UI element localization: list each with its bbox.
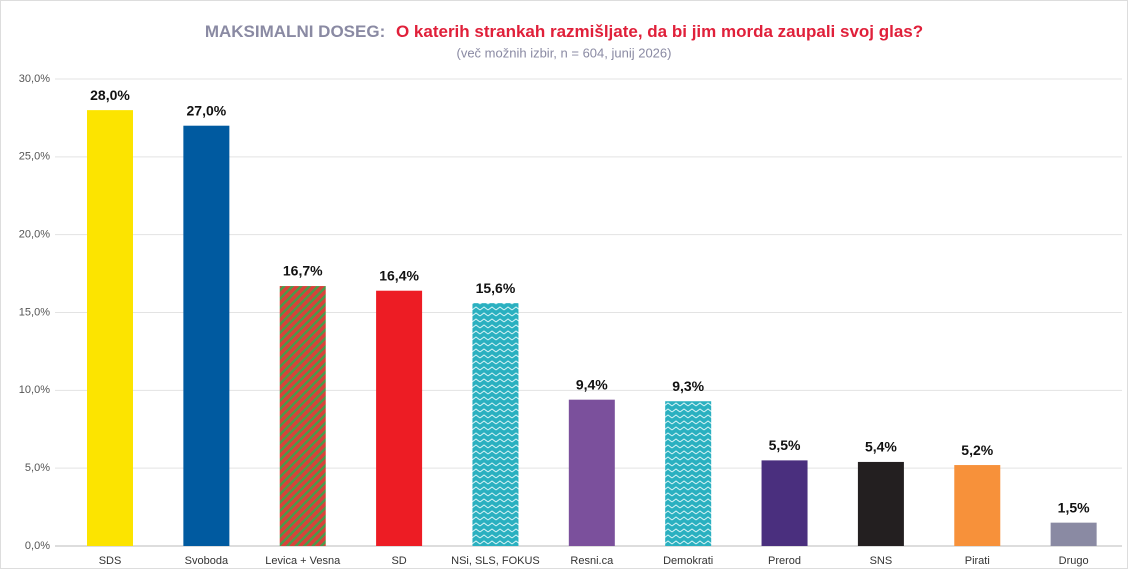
bar (279, 286, 326, 546)
x-tick-label: Pirati (965, 555, 990, 567)
x-tick-label: Prerod (768, 555, 801, 567)
bar (1050, 522, 1097, 546)
value-label: 5,5% (769, 437, 801, 453)
value-label: 5,2% (961, 442, 993, 458)
y-tick-label: 0,0% (25, 540, 50, 552)
value-label: 15,6% (476, 280, 516, 296)
value-label: 28,0% (90, 87, 130, 103)
y-tick-label: 25,0% (19, 151, 50, 163)
value-label: 9,3% (672, 378, 704, 394)
value-label: 1,5% (1058, 499, 1090, 515)
bar (665, 401, 712, 546)
x-tick-label: Resni.ca (570, 555, 614, 567)
bar (857, 461, 904, 546)
value-label: 27,0% (187, 102, 227, 118)
bar (954, 465, 1001, 546)
x-tick-label: Demokrati (663, 555, 713, 567)
x-tick-label: Svoboda (185, 555, 229, 567)
chart-title: MAKSIMALNI DOSEG: O katerih strankah raz… (205, 22, 923, 41)
y-tick-label: 5,0% (25, 462, 50, 474)
bar (761, 460, 808, 546)
bar (376, 290, 423, 546)
x-tick-label: SNS (870, 555, 893, 567)
bar (568, 399, 615, 546)
value-label: 16,4% (379, 267, 419, 283)
bar (472, 303, 519, 546)
x-tick-label: Drugo (1059, 555, 1089, 567)
title-question: O katerih strankah razmišljate, da bi ji… (396, 22, 923, 41)
title-prefix: MAKSIMALNI DOSEG: (205, 22, 385, 41)
bar (87, 110, 133, 546)
value-label: 5,4% (865, 439, 897, 455)
x-tick-label: NSi, SLS, FOKUS (451, 555, 540, 567)
value-label: 16,7% (283, 263, 323, 279)
x-tick-label: SDS (99, 555, 122, 567)
x-tick-label: SD (391, 555, 406, 567)
value-label: 9,4% (576, 376, 608, 392)
chart-subtitle: (več možnih izbir, n = 604, junij 2026) (457, 45, 672, 60)
y-tick-label: 20,0% (19, 229, 50, 241)
y-tick-label: 10,0% (19, 384, 50, 396)
y-tick-label: 15,0% (19, 306, 50, 318)
x-tick-label: Levica + Vesna (265, 555, 341, 567)
bar (183, 125, 230, 546)
y-tick-label: 30,0% (19, 73, 50, 85)
